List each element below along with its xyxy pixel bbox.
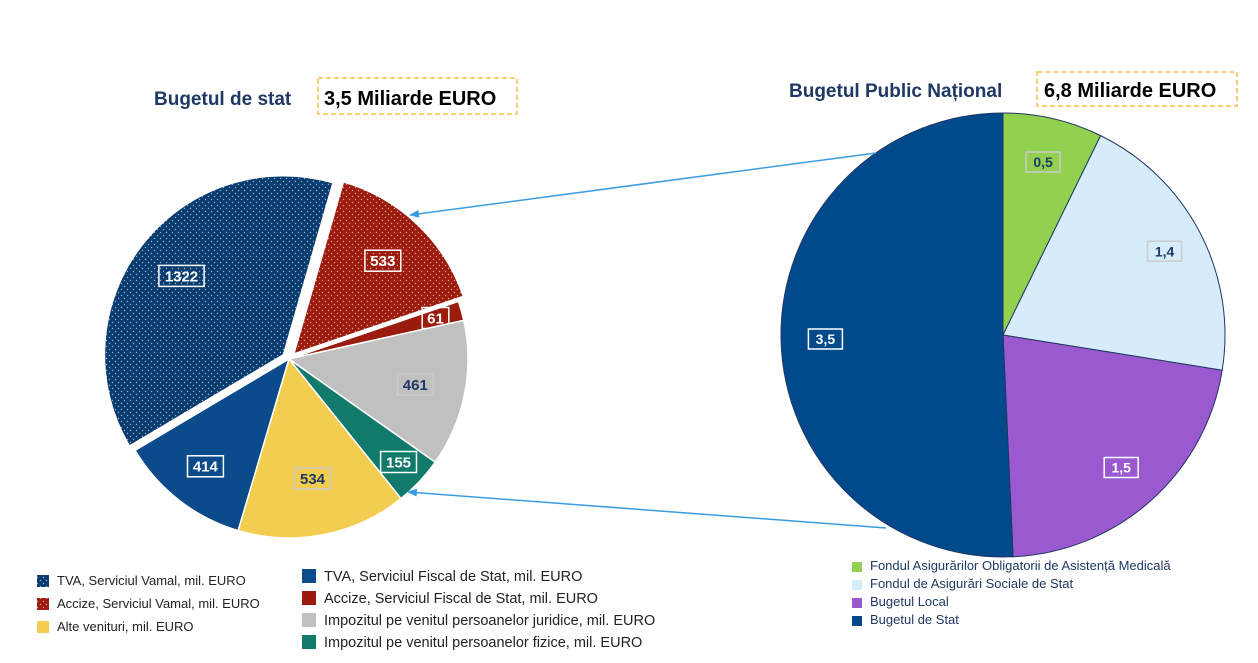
data-label-box [379,450,418,474]
legend-swatch [852,580,862,590]
data-label: 1,5 [1111,460,1131,476]
slice-fondul-asigurarilor-obligatorii-de-asistenta-medicala [1002,112,1102,336]
data-label: 61 [427,310,444,327]
legend-swatch [37,575,49,587]
legend-item-fondul-de-asigurari-sociale-de-stat: Fondul de Asigurări Sociale de Stat [870,576,1073,591]
connector-arrow-bottom [407,488,887,529]
legend-left: TVA, Serviciul Vamal, mil. EURO Accize, S… [37,573,260,634]
right-pie: 0,5 1,4 1,5 3,5 [780,112,1226,558]
left-chart-title: Bugetul de stat [154,89,292,110]
data-label-box [158,264,205,288]
data-label: 461 [403,377,428,394]
data-label: 414 [193,459,219,476]
left-total-box [317,77,518,115]
legend-item-impozitul-pe-venitul-persoanelor-juridice-mil-euro: Impozitul pe venitul persoanelor juridic… [324,613,655,629]
slice-bugetul-local [1002,334,1223,558]
legend-swatch [37,598,49,610]
data-label-box [396,373,435,396]
data-label: 534 [300,471,326,488]
legend-swatch [302,613,316,627]
right-total-box [1036,71,1238,107]
legend-swatch [852,562,862,572]
data-label: 533 [370,253,395,270]
data-label: 1322 [165,268,198,285]
legend-item-impozitul-pe-venitul-persoanelor-fizice-mil-euro: Impozitul pe venitul persoanelor fizice,… [324,635,642,651]
legend-middle: TVA, Serviciul Fiscal de Stat, mil. EURO… [302,569,655,651]
data-label-box [1103,456,1139,479]
legend-item-bugetul-local: Bugetul Local [870,594,949,609]
slice-impozitul-pe-venitul-persoanelor-juridice-mil-euro [287,319,469,464]
right-total-label: 6,8 Miliarde EURO [1044,80,1216,102]
slice-tva-serviciul-vamal-mil-euro [103,175,334,448]
legend-item-tva-serviciul-fiscal-de-stat-mil-euro: TVA, Serviciul Fiscal de Stat, mil. EURO [324,569,582,585]
legend-swatch [852,616,862,626]
legend-item-bugetul-de-stat: Bugetul de Stat [870,612,959,627]
legend-right: Fondul Asigurărilor Obligatorii de Asist… [852,558,1171,627]
data-label: 1,4 [1155,243,1175,259]
data-label-box [364,249,402,272]
left-total-label: 3,5 Miliarde EURO [324,88,496,110]
data-label: 0,5 [1033,154,1053,170]
legend-item-tva-serviciul-vamal-mil-euro: TVA, Serviciul Vamal, mil. EURO [57,573,246,588]
slice-bugetul-de-stat [780,112,1014,558]
data-label: 155 [386,454,411,471]
legend-swatch [852,598,862,608]
data-label-box [1146,240,1183,262]
right-chart-title: Bugetul Public Național [789,81,1002,102]
slice-accize-serviciul-vamal-mil-euro [292,181,465,356]
connector-arrow-top [409,152,877,218]
legend-swatch [302,635,316,649]
data-label: 3,5 [816,331,836,347]
data-label-box [186,455,225,478]
legend-swatch [302,591,316,605]
data-label-box [293,467,332,490]
legend-item-fondul-asigurarilor-obligatorii-de-asistenta-medicala: Fondul Asigurărilor Obligatorii de Asist… [870,558,1171,573]
slice-alte-venituri-mil-euro [237,357,403,539]
left-pie: 414 1322 533 61 461 155 534 [103,175,469,539]
data-label-box [1025,151,1061,173]
legend-swatch [302,569,316,583]
legend-item-accize-serviciul-fiscal-de-stat-mil-euro: Accize, Serviciul Fiscal de Stat, mil. E… [324,591,598,607]
legend-item-alte-venituri-mil-euro: Alte venituri, mil. EURO [57,619,194,634]
legend-item-accize-serviciul-vamal-mil-euro: Accize, Serviciul Vamal, mil. EURO [57,596,260,611]
data-label-box [807,328,844,350]
legend-swatch [37,621,49,633]
slice-fondul-de-asigurari-sociale-de-stat [1002,134,1226,371]
